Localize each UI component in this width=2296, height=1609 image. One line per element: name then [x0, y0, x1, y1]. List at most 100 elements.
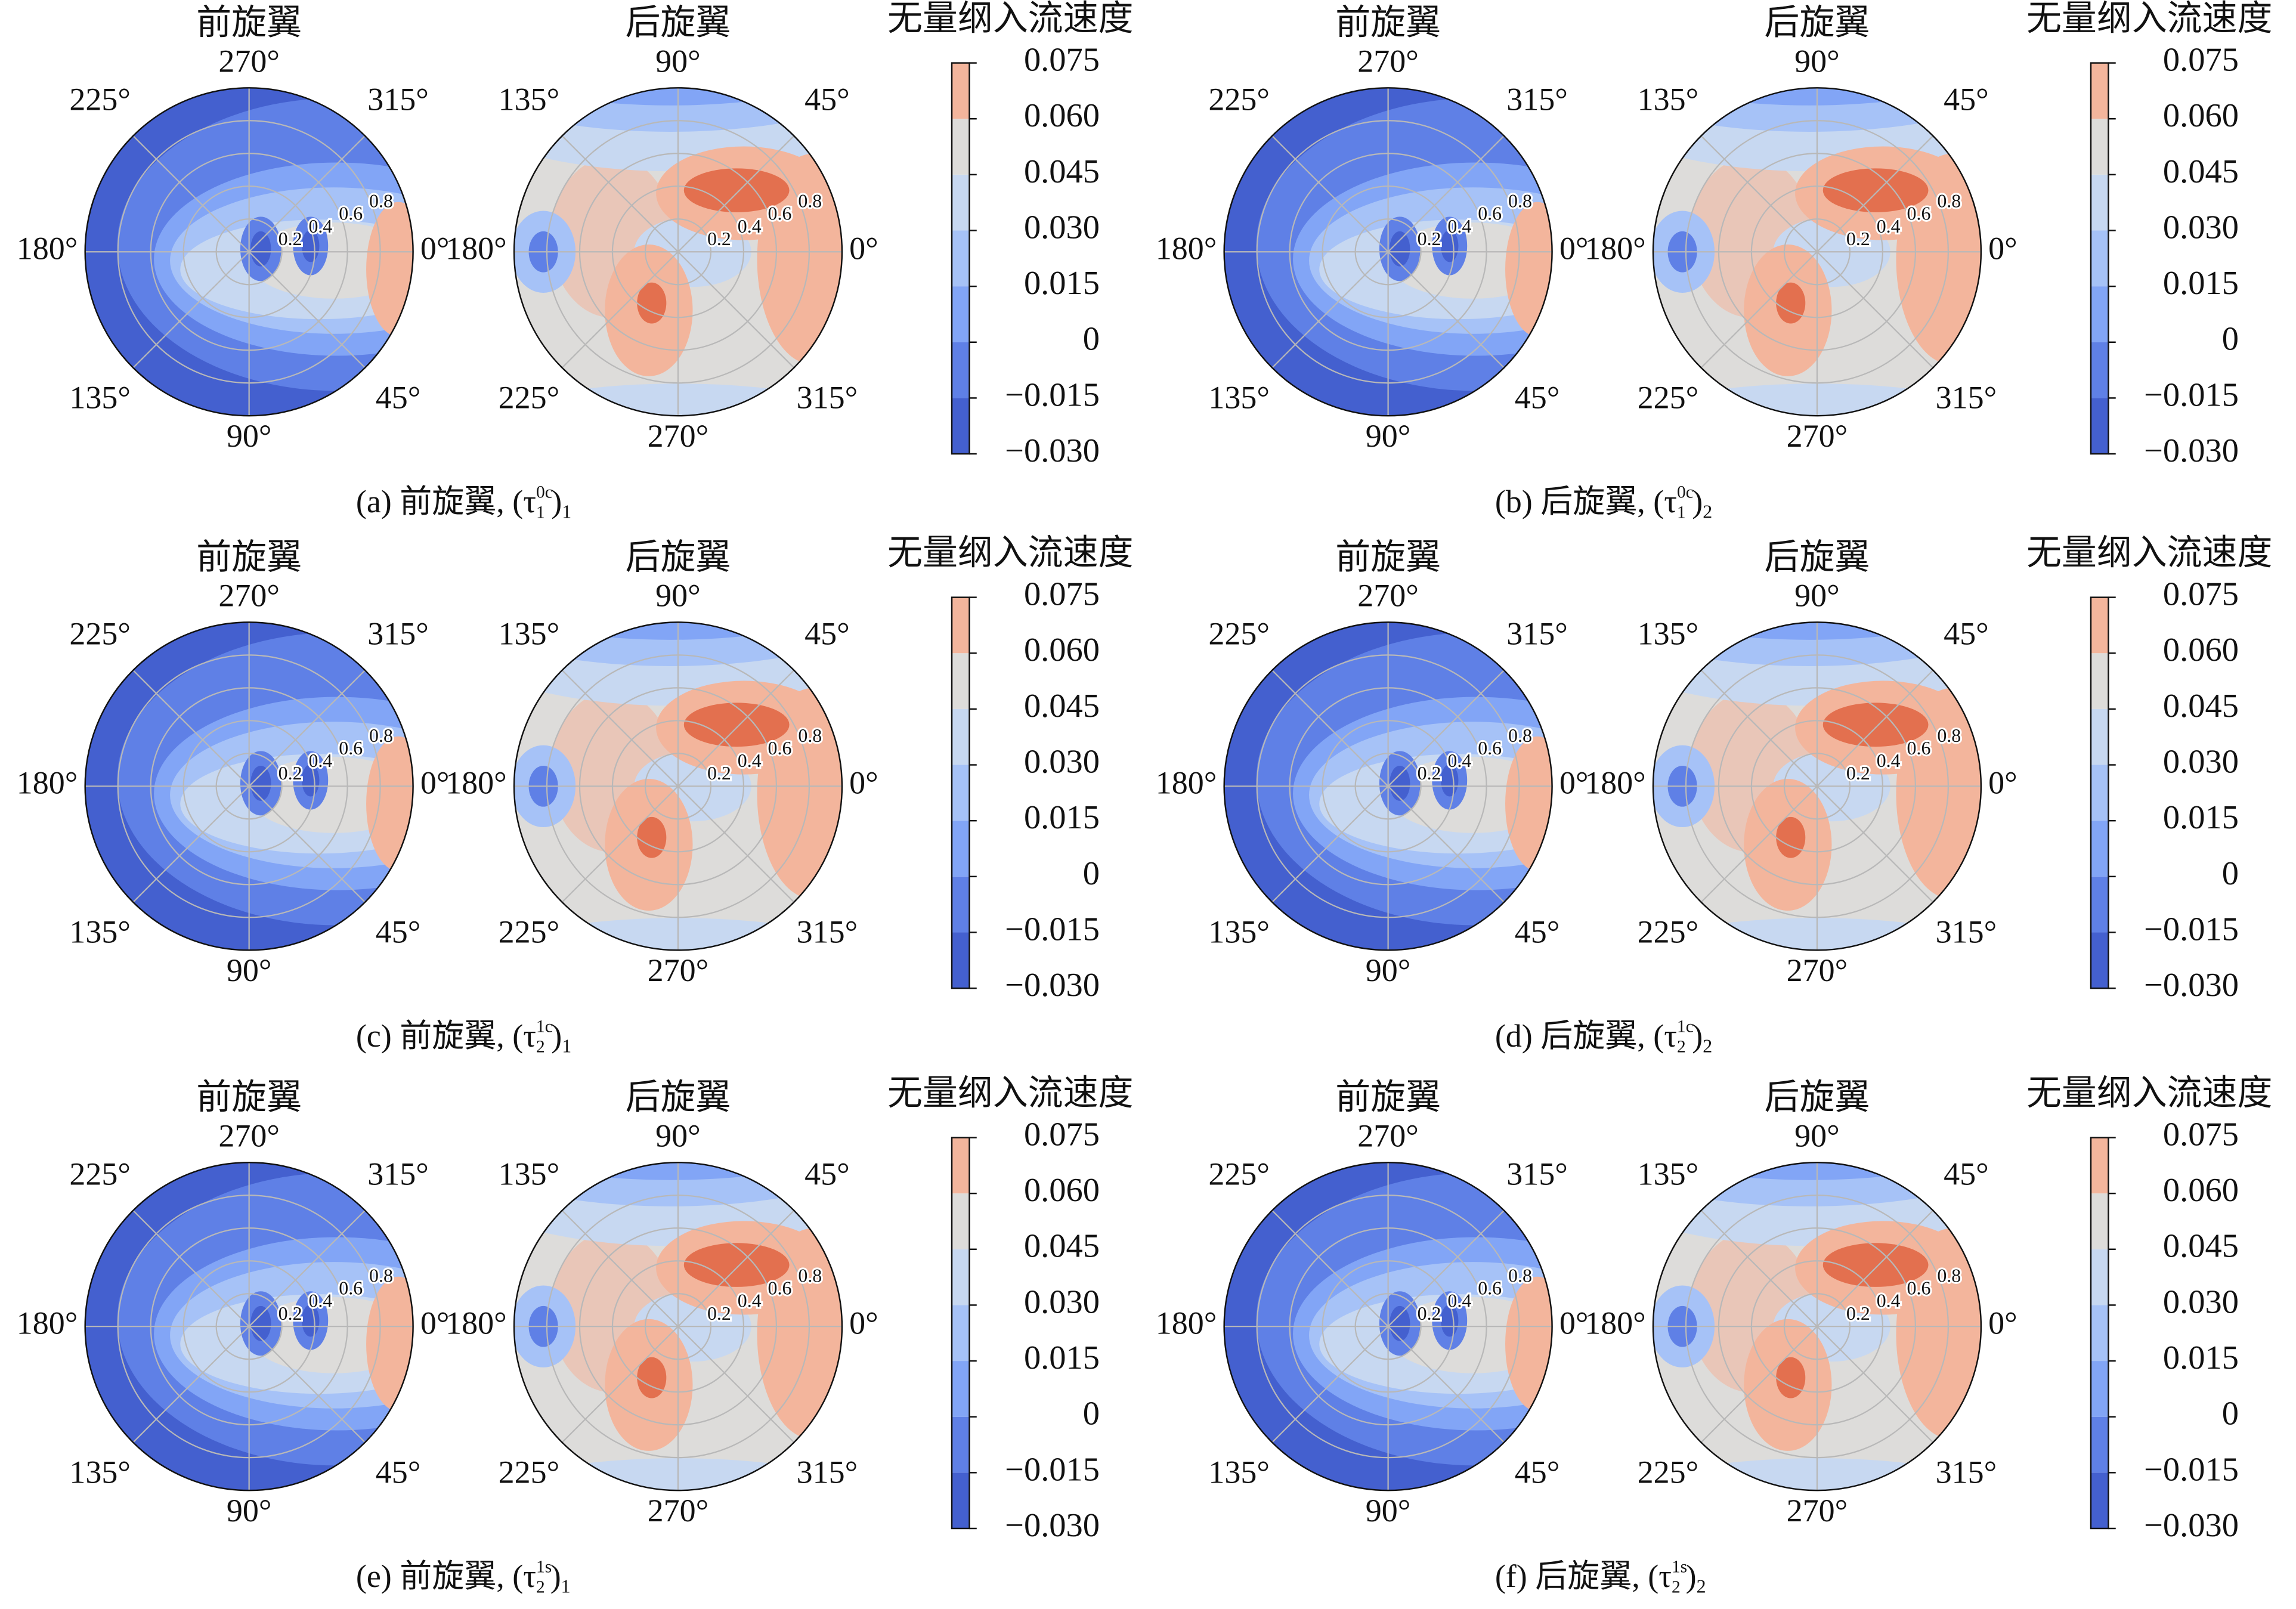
- angular-grid: [561, 1209, 679, 1327]
- contour-region: [366, 736, 413, 871]
- angle-label: 135°: [69, 380, 131, 416]
- colorbar-tick-label: 0.060: [1024, 632, 1100, 669]
- colorbar-tick-label: 0.030: [2163, 209, 2239, 246]
- angular-grid: [248, 785, 366, 903]
- colorbar-band: [952, 286, 970, 342]
- angular-grid: [1700, 785, 1818, 903]
- plot-title: 前旋翼: [196, 1078, 302, 1117]
- radial-label: 0.4: [308, 216, 332, 237]
- caption-text: (f) 后旋翼, (τ: [1495, 1558, 1672, 1594]
- colorbar-band: [952, 119, 970, 175]
- radial-label: 0.6: [768, 738, 792, 759]
- angle-label: 180°: [17, 231, 78, 267]
- colorbar-band: [2090, 1137, 2109, 1194]
- colorbar-tick-label: 0.030: [1024, 1283, 1100, 1320]
- colorbar-tick-label: 0.045: [1024, 1228, 1100, 1265]
- caption: (b) 后旋翼, (τ0c 1)2: [1495, 482, 1712, 522]
- angle-label: 135°: [1208, 914, 1270, 950]
- caption-sub: 2: [1677, 1038, 1686, 1057]
- radial-label: 0.8: [369, 1265, 393, 1286]
- caption: (d) 后旋翼, (τ1c 2)2: [1495, 1017, 1712, 1057]
- angular-grid: [248, 1326, 366, 1443]
- radial-label: 0.2: [707, 1303, 731, 1324]
- caption-sub: 1: [1677, 503, 1686, 522]
- caption-outer-sub: 1: [561, 1576, 571, 1597]
- radial-label: 0.2: [1846, 228, 1870, 249]
- plot-title: 后旋翼: [626, 4, 731, 42]
- colorbar-tick-label: −0.015: [1005, 376, 1100, 413]
- caption-outer-sub: 1: [562, 502, 571, 522]
- caption-sub: 2: [1672, 1577, 1681, 1596]
- colorbar-band: [2090, 342, 2109, 398]
- angular-grid: [132, 785, 250, 903]
- angular-grid: [1271, 251, 1389, 369]
- angle-label: 90°: [1794, 1118, 1840, 1153]
- angle-label: 270°: [648, 1493, 709, 1528]
- contour-field: [1653, 88, 1981, 416]
- angle-label: 315°: [367, 82, 429, 117]
- plot-title: 前旋翼: [1335, 538, 1441, 577]
- colorbar-band: [952, 1249, 970, 1305]
- plot-title: 前旋翼: [1335, 1078, 1441, 1117]
- angular-grid: [561, 785, 679, 903]
- colorbar-title: 无量纲入流速度: [887, 533, 1133, 572]
- radial-label: 0.6: [339, 738, 363, 759]
- angle-label: 45°: [376, 380, 421, 416]
- polar-frame: [1223, 621, 1553, 951]
- angle-label: 180°: [445, 1305, 507, 1341]
- angle-label: 270°: [218, 577, 280, 613]
- angular-grid: [1387, 1209, 1505, 1327]
- angle-label: 225°: [499, 914, 560, 950]
- angle-label: 180°: [1156, 231, 1217, 267]
- angle-label: 90°: [1794, 43, 1840, 79]
- radial-label: 0.2: [1418, 228, 1441, 249]
- contour-region: [1390, 231, 1410, 267]
- angular-grid: [561, 670, 679, 787]
- angular-grid: [1700, 1209, 1818, 1327]
- polar-frame: [84, 87, 414, 417]
- colorbar-tick-label: 0.045: [1024, 688, 1100, 725]
- angular-grid: [1387, 670, 1505, 787]
- angular-grid: [1817, 785, 1934, 903]
- radial-label: 0.8: [798, 1265, 822, 1286]
- angle-label: 45°: [1515, 914, 1560, 950]
- colorbar-tick-label: 0.015: [1024, 1339, 1100, 1376]
- angle-label: 315°: [367, 1156, 429, 1192]
- colorbar-band: [952, 1361, 970, 1417]
- caption: (e) 前旋翼, (τ1s 2)1: [356, 1557, 571, 1597]
- angle-label: 45°: [1944, 1156, 1989, 1192]
- contour-region: [250, 231, 271, 267]
- colorbar-frame: [2090, 1137, 2109, 1530]
- radial-label: 0.4: [1877, 750, 1901, 771]
- angular-grid: [1271, 670, 1389, 787]
- colorbar-band: [952, 63, 970, 119]
- angle-label: 0°: [1559, 765, 1589, 801]
- colorbar-frame: [2090, 596, 2109, 989]
- caption-text: (a) 前旋翼, (τ: [356, 484, 536, 519]
- radial-label: 0.6: [1478, 738, 1502, 759]
- radial-label: 0.6: [768, 203, 792, 224]
- angle-label: 180°: [1585, 231, 1646, 267]
- angle-label: 0°: [1559, 231, 1589, 267]
- contour-region: [366, 202, 413, 337]
- colorbar-tick-label: 0: [1083, 1396, 1100, 1432]
- radial-label: 0.2: [1418, 763, 1441, 784]
- angular-grid: [1271, 135, 1389, 253]
- panel: 前旋翼 0° 45° 90° 135° 180° 225° 270° 315° 0.2 0.4 0.6…: [1156, 0, 2273, 522]
- caption-text: (d) 后旋翼, (τ: [1495, 1018, 1677, 1054]
- angular-grid: [132, 1209, 250, 1327]
- angular-grid: [1817, 1209, 1934, 1327]
- caption-text: (b) 后旋翼, (τ: [1495, 484, 1677, 519]
- colorbar-tick-label: 0.045: [2163, 688, 2239, 725]
- angular-grid: [561, 1326, 679, 1443]
- angle-label: 315°: [1936, 914, 1997, 950]
- angular-grid: [132, 1326, 250, 1443]
- colorbar-band: [952, 876, 970, 933]
- colorbar-tick-label: 0: [2222, 321, 2239, 358]
- radial-label: 0.8: [369, 725, 393, 746]
- radial-label: 0.8: [1937, 1265, 1961, 1286]
- colorbar-tick-label: −0.030: [1005, 967, 1100, 1004]
- angle-label: 135°: [69, 914, 131, 950]
- angular-grid: [248, 670, 366, 787]
- angle-label: 315°: [1936, 380, 1997, 416]
